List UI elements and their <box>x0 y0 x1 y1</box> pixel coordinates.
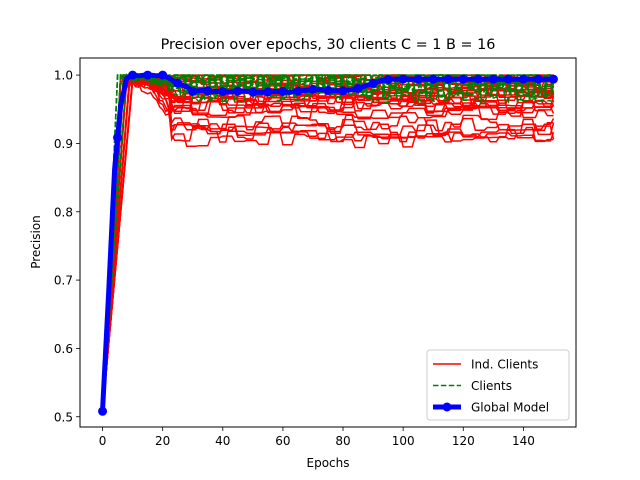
series-layer <box>98 70 558 416</box>
global-model-marker <box>323 85 333 95</box>
y-tick-label: 1.0 <box>54 69 73 83</box>
global-model-marker <box>233 86 243 96</box>
plot-frame <box>79 57 577 428</box>
legend-box <box>426 349 570 421</box>
ind-client-line <box>101 75 554 412</box>
x-tick-label: 40 <box>215 434 230 448</box>
legend-label: Global Model <box>471 401 549 415</box>
global-model-marker <box>398 74 408 84</box>
global-model-marker <box>188 86 198 96</box>
global-model-marker <box>128 70 138 80</box>
global-model-marker <box>158 70 168 80</box>
global-model-marker <box>278 86 288 96</box>
x-tick-label: 120 <box>452 434 475 448</box>
global-model-marker <box>263 87 273 97</box>
global-model-marker <box>338 86 348 96</box>
global-model-marker <box>203 86 213 96</box>
global-model-marker <box>368 78 378 88</box>
ind-client-line <box>101 79 555 412</box>
global-model-marker <box>473 74 483 84</box>
global-model-marker <box>428 74 438 84</box>
global-model-marker <box>113 133 123 143</box>
x-tick-label: 140 <box>512 434 535 448</box>
y-tick-label: 0.6 <box>54 342 73 356</box>
global-model-marker <box>503 74 513 84</box>
x-axis: 0 20 40 60 80 100 120 140 <box>99 427 535 448</box>
global-model-marker <box>383 75 393 85</box>
y-axis-label: Precision <box>29 215 43 269</box>
global-model-marker <box>143 70 153 80</box>
x-axis-label: Epochs <box>307 456 350 470</box>
global-model-marker <box>98 406 108 416</box>
global-model-marker <box>548 74 558 84</box>
global-model-marker <box>308 84 318 94</box>
global-model-marker <box>248 87 258 97</box>
global-model-marker <box>533 74 543 84</box>
x-tick-label: 100 <box>392 434 415 448</box>
client-line <box>101 73 555 412</box>
legend: Ind. Clients Clients Global Model <box>426 349 570 421</box>
chart-title: Precision over epochs, 30 clients C = 1 … <box>161 37 496 53</box>
client-line <box>101 73 554 412</box>
y-tick-label: 0.8 <box>54 205 73 219</box>
x-tick-label: 60 <box>275 434 290 448</box>
x-tick-label: 80 <box>335 434 350 448</box>
global-model-marker <box>443 74 453 84</box>
y-tick-label: 0.7 <box>54 274 73 288</box>
ind-client-line <box>101 79 554 412</box>
global-model-marker <box>218 86 228 96</box>
y-tick-label: 0.9 <box>54 137 73 151</box>
ind-client-line <box>101 73 555 412</box>
client-line <box>101 73 554 412</box>
global-model-marker <box>413 74 423 84</box>
legend-label: Ind. Clients <box>471 358 538 372</box>
global-model-marker <box>488 74 498 84</box>
y-tick-label: 0.5 <box>54 410 73 424</box>
x-tick-label: 20 <box>155 434 170 448</box>
x-tick-label: 0 <box>99 434 107 448</box>
global-model-marker <box>293 86 303 96</box>
ind-client-line <box>101 73 555 412</box>
global-model-marker <box>458 74 468 84</box>
legend-label: Clients <box>471 379 512 393</box>
y-axis: 0.5 0.6 0.7 0.8 0.9 1.0 <box>54 69 80 424</box>
global-model-marker <box>518 74 528 84</box>
global-model-marker <box>173 78 183 88</box>
global-model-marker <box>353 83 363 93</box>
legend-marker <box>442 402 452 412</box>
